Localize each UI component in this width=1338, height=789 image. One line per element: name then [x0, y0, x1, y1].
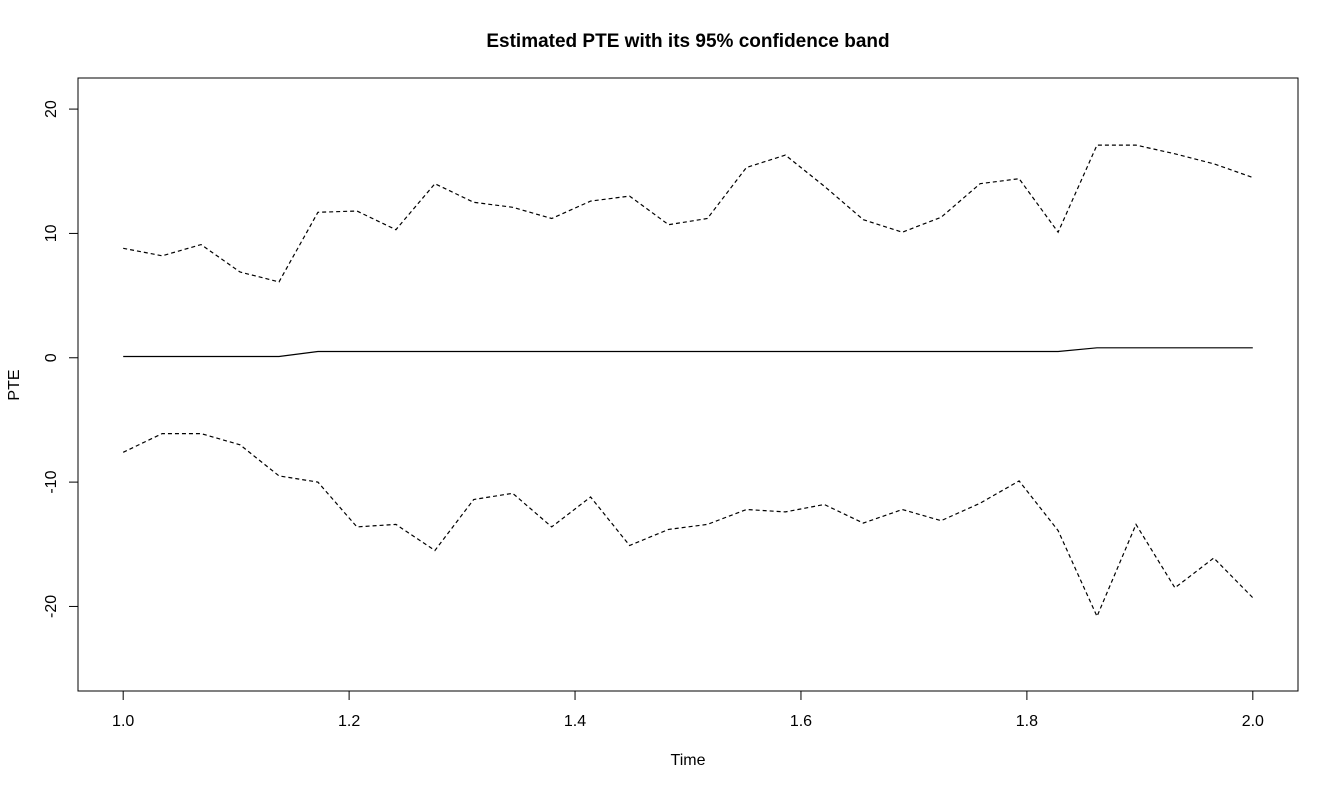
x-tick-label-3: 1.6	[790, 713, 812, 730]
y-tick-label-4: 20	[43, 100, 60, 118]
x-tick-label-2: 1.4	[564, 713, 586, 730]
y-tick-label-2: 0	[43, 353, 60, 362]
x-tick-label-4: 1.8	[1016, 713, 1038, 730]
y-tick-label-0: -20	[43, 595, 60, 618]
y-tick-label-3: 10	[43, 224, 60, 242]
x-tick-label-1: 1.2	[338, 713, 360, 730]
y-axis-label: PTE	[6, 369, 23, 400]
plot-frame	[77, 77, 1299, 692]
y-axis: -20 -10 0 10 20	[43, 100, 79, 618]
x-tick-label-0: 1.0	[112, 713, 134, 730]
chart-title: Estimated PTE with its 95% confidence ba…	[486, 31, 889, 52]
x-tick-label-5: 2.0	[1242, 713, 1264, 730]
series-line-2	[122, 433, 1254, 618]
series-line-1	[123, 144, 1253, 283]
x-axis: 1.0 1.2 1.4 1.6 1.8 2.0	[112, 690, 1264, 730]
series-layer	[122, 144, 1254, 618]
series-line-0	[123, 347, 1253, 358]
y-tick-label-1: -10	[43, 470, 60, 493]
x-axis-label: Time	[671, 752, 706, 769]
